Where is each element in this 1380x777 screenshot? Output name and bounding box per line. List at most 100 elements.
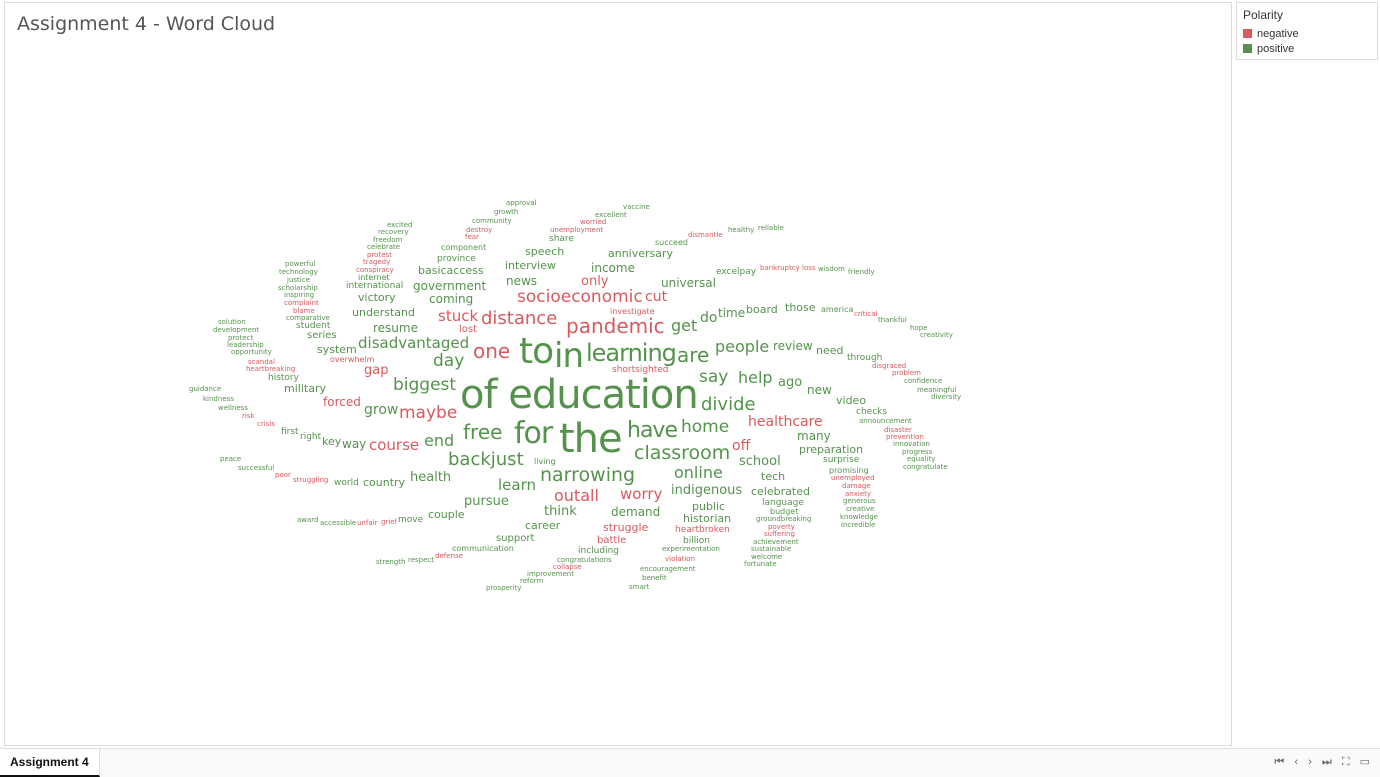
cloud-word[interactable]: achievement [753,538,799,546]
cloud-word[interactable]: incredible [841,521,876,529]
cloud-word[interactable]: people [715,337,770,356]
cloud-word[interactable]: progress [902,448,933,456]
cloud-word[interactable]: first [281,427,299,437]
cloud-word[interactable]: internet [358,273,390,282]
cloud-word[interactable]: government [413,279,487,293]
cloud-word[interactable]: the [559,416,623,462]
cloud-word[interactable]: basicaccess [418,264,484,277]
cloud-word[interactable]: interview [505,259,556,272]
cloud-word[interactable]: critical [854,310,878,318]
cloud-word[interactable]: complaint [284,299,319,307]
cloud-word[interactable]: hope [910,324,928,332]
cloud-word[interactable]: career [525,519,561,532]
cloud-word[interactable]: stuck [438,307,479,325]
cloud-word[interactable]: student [296,321,331,331]
cloud-word[interactable]: opportunity [231,348,272,356]
cloud-word[interactable]: share [549,234,574,244]
cloud-word[interactable]: encouragement [640,565,696,573]
cloud-word[interactable]: grow [364,402,399,418]
cloud-word[interactable]: think [544,504,577,519]
cloud-word[interactable]: heartbroken [675,525,730,535]
cloud-word[interactable]: off [732,438,751,454]
cloud-word[interactable]: approval [506,199,537,207]
cloud-word[interactable]: community [472,217,512,225]
cloud-word[interactable]: wellness [218,404,248,412]
cloud-word[interactable]: many [797,429,831,443]
cloud-word[interactable]: new [807,383,832,397]
cloud-word[interactable]: board [746,303,778,316]
cloud-word[interactable]: welcome [751,553,783,561]
cloud-word[interactable]: peace [220,455,242,463]
cloud-word[interactable]: excited [387,221,413,229]
cloud-word[interactable]: diversity [931,393,962,401]
cloud-word[interactable]: gap [364,363,389,378]
cloud-word[interactable]: technology [279,268,318,276]
cloud-word[interactable]: communication [452,544,514,553]
cloud-word[interactable]: celebrate [367,243,401,251]
cloud-word[interactable]: solution [218,318,246,326]
cloud-word[interactable]: need [816,344,844,357]
cloud-word[interactable]: billion [683,536,710,546]
sheet-view-icon[interactable]: ▭ [1359,756,1370,768]
cloud-word[interactable]: universal [661,276,716,290]
cloud-word[interactable]: income [591,261,635,275]
cloud-word[interactable]: conspiracy [356,266,394,274]
last-sheet-icon[interactable]: ⏭ [1321,756,1332,768]
cloud-word[interactable]: confidence [904,377,943,385]
cloud-word[interactable]: benefit [642,574,667,582]
cloud-word[interactable]: are [677,343,710,367]
cloud-word[interactable]: video [836,394,867,407]
cloud-word[interactable]: checks [856,407,888,417]
cloud-word[interactable]: history [268,373,299,383]
cloud-word[interactable]: creativity [920,331,953,339]
cloud-word[interactable]: free [463,420,503,444]
cloud-word[interactable]: meaningful [917,386,957,394]
cloud-word[interactable]: including [578,546,619,556]
polarity-legend[interactable]: Polarity negative positive [1236,2,1378,60]
cloud-word[interactable]: overwhelm [330,355,375,364]
cloud-word[interactable]: comparative [286,314,330,322]
cloud-word[interactable]: series [307,330,337,341]
cloud-word[interactable]: speech [525,245,565,258]
cloud-word[interactable]: dismantle [688,231,723,239]
cloud-word[interactable]: celebrated [751,485,810,498]
cloud-word[interactable]: friendly [848,268,875,276]
cloud-word[interactable]: promising [829,466,869,475]
cloud-word[interactable]: victory [358,291,396,304]
cloud-word[interactable]: award [297,516,319,524]
cloud-word[interactable]: unemployed [831,474,875,482]
cloud-word[interactable]: move [398,515,424,525]
cloud-word[interactable]: socioeconomic [517,287,643,307]
cloud-word[interactable]: disgraced [872,362,907,370]
cloud-word[interactable]: time [718,306,746,320]
cloud-word[interactable]: one [473,339,511,363]
cloud-word[interactable]: improvement [527,570,574,578]
cloud-word[interactable]: heartbreaking [246,365,296,373]
cloud-word[interactable]: congratulate [903,463,948,471]
cloud-word[interactable]: scholarship [278,284,318,292]
cloud-word[interactable]: component [441,243,487,252]
cloud-word[interactable]: unemployment [550,226,604,234]
cloud-word[interactable]: learning [586,339,677,367]
prev-sheet-icon[interactable]: ‹ [1294,756,1299,768]
cloud-word[interactable]: succeed [655,238,688,247]
cloud-word[interactable]: healthcare [748,414,823,430]
cloud-word[interactable]: living [534,457,556,466]
cloud-word[interactable]: bankruptcy [760,264,800,272]
cloud-word[interactable]: anniversary [608,247,674,260]
cloud-word[interactable]: risk [242,412,255,420]
cloud-word[interactable]: distance [481,308,558,329]
cloud-word[interactable]: day [433,351,465,371]
cloud-word[interactable]: cut [645,289,668,305]
cloud-word[interactable]: review [773,339,813,353]
cloud-word[interactable]: ago [778,375,803,390]
cloud-word[interactable]: reliable [758,224,784,232]
cloud-word[interactable]: sustainable [751,545,792,553]
cloud-word[interactable]: thankful [878,316,907,324]
cloud-word[interactable]: unfair [357,519,378,527]
next-sheet-icon[interactable]: › [1308,756,1312,768]
cloud-word[interactable]: struggling [293,476,329,484]
cloud-word[interactable]: innovation [893,440,930,448]
cloud-word[interactable]: tragedy [363,258,391,266]
cloud-word[interactable]: home [681,417,730,437]
